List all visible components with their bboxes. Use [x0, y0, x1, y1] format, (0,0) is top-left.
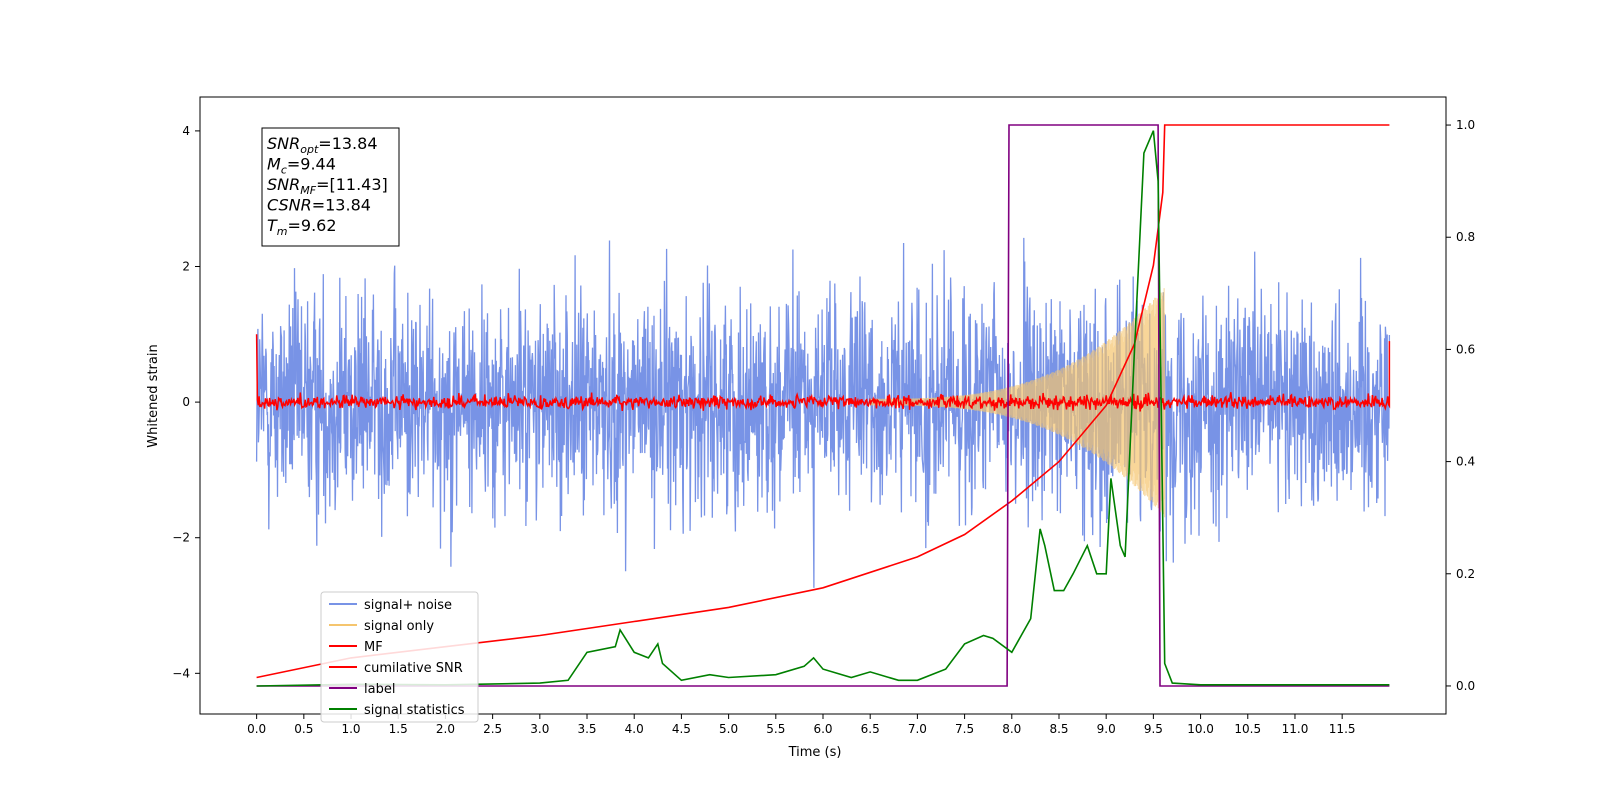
annotation-line: Mc=9.44	[267, 155, 336, 177]
x-tick-label: 1.5	[389, 722, 408, 736]
annotation-line: CSNR=13.84	[267, 196, 371, 215]
x-tick-label: 11.0	[1282, 722, 1309, 736]
annotation-line: SNRMF=[11.43]	[267, 175, 388, 197]
annotation-frame	[261, 127, 400, 247]
series-label	[256, 124, 1390, 687]
y2-tick-label: 0.0	[1456, 679, 1475, 693]
data-layer	[255, 124, 1391, 687]
y-tick-label: 4	[182, 124, 190, 138]
x-tick-label: 8.0	[1002, 722, 1021, 736]
annotation-line: SNRopt=13.84	[267, 134, 378, 156]
x-tick-label: 0.5	[294, 722, 313, 736]
y2-tick-label: 0.2	[1456, 567, 1475, 581]
legend-entry: label	[364, 682, 395, 697]
x-tick-label: 7.5	[955, 722, 974, 736]
x-tick-label: 4.0	[625, 722, 644, 736]
series-mf	[255, 334, 1391, 412]
y-axis-label: Whitened strain	[146, 344, 161, 447]
x-tick-label: 5.5	[766, 722, 785, 736]
x-tick-label: 4.5	[672, 722, 691, 736]
annotation-box: SNRopt=13.84Mc=9.44SNRMF=[11.43]CSNR=13.…	[261, 127, 400, 247]
annotation-line: Tm=9.62	[267, 216, 337, 238]
x-tick-label: 7.0	[908, 722, 927, 736]
x-axis-label: Time (s)	[788, 745, 842, 760]
y-tick-label: 2	[182, 260, 190, 274]
legend-entry: signal statistics	[364, 703, 465, 718]
legend-entry: MF	[364, 640, 383, 655]
x-tick-label: 6.5	[861, 722, 880, 736]
y2-tick-label: 0.4	[1456, 455, 1475, 469]
y-tick-label: −4	[172, 666, 190, 680]
y-tick-label: 0	[182, 395, 190, 409]
y2-tick-label: 1.0	[1456, 118, 1475, 132]
legend-entry: signal+ noise	[364, 598, 452, 613]
x-tick-label: 5.0	[719, 722, 738, 736]
legend: signal+ noise signal only MF cumilative SNR…	[320, 591, 479, 723]
x-tick-label: 3.0	[530, 722, 549, 736]
x-tick-label: 9.0	[1097, 722, 1116, 736]
legend-entry: signal only	[364, 619, 434, 634]
x-tick-label: 0.0	[247, 722, 266, 736]
y2-tick-label: 0.6	[1456, 342, 1475, 356]
x-tick-label: 3.5	[577, 722, 596, 736]
series-signal-only	[869, 288, 1166, 518]
legend-entry: cumilative SNR	[364, 661, 463, 676]
x-tick-label: 11.5	[1329, 722, 1356, 736]
series-signal-statistics	[256, 130, 1390, 687]
y2-tick-label: 0.8	[1456, 230, 1475, 244]
x-tick-label: 2.0	[436, 722, 455, 736]
x-tick-label: 9.5	[1144, 722, 1163, 736]
series-signal-noise	[255, 237, 1391, 588]
x-tick-label: 1.0	[341, 722, 360, 736]
x-tick-label: 10.0	[1187, 722, 1214, 736]
y-tick-label: −2	[172, 531, 190, 545]
x-tick-label: 8.5	[1049, 722, 1068, 736]
x-tick-label: 6.0	[813, 722, 832, 736]
series-cumulative-snr	[256, 124, 1390, 679]
legend-frame	[320, 591, 479, 723]
x-tick-label: 2.5	[483, 722, 502, 736]
x-tick-label: 10.5	[1234, 722, 1261, 736]
